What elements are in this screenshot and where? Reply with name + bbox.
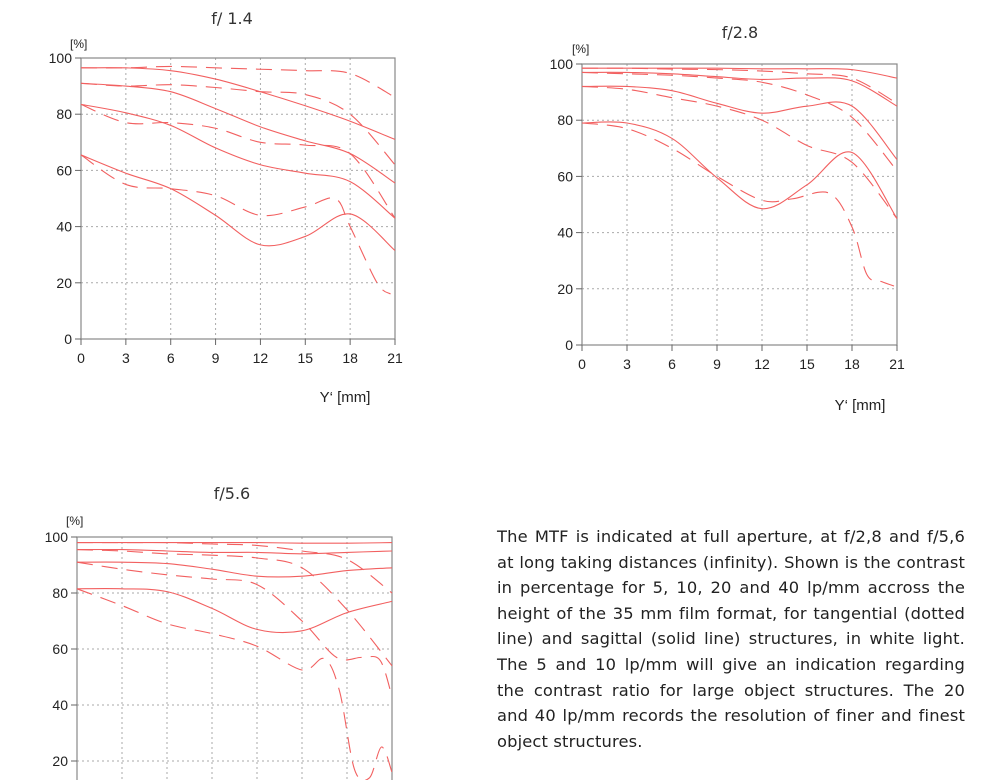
x-tick-label: 18 xyxy=(342,350,358,366)
x-tick-label: 6 xyxy=(668,356,676,372)
series-line-20-lp-mm-sagittal xyxy=(76,561,393,578)
series-line-20-lp-mm-tangential xyxy=(80,103,396,219)
x-tick-label: 0 xyxy=(77,350,85,366)
y-tick-label: 60 xyxy=(557,168,573,184)
plot-frame xyxy=(80,57,396,340)
y-tick-label: 80 xyxy=(557,112,573,128)
series-line-10-lp-mm-tangential xyxy=(80,82,396,166)
y-axis-label: [%] xyxy=(572,42,589,56)
y-tick-label: 40 xyxy=(56,219,72,235)
y-axis-label: [%] xyxy=(66,514,83,528)
y-tick-label: 60 xyxy=(52,641,68,657)
chart-1: 0 20 40 60 80 100 0 3 6 9 12 15 18 21 f/ 1.4 [%] Y‘ [mm] xyxy=(49,9,403,406)
x-tick-label: 21 xyxy=(387,350,403,366)
x-tick-label: 15 xyxy=(297,350,313,366)
series-line-10-lp-mm-sagittal xyxy=(581,71,898,107)
series-line-40-lp-mm-sagittal xyxy=(76,588,393,634)
chart-title: f/2.8 xyxy=(722,23,758,42)
x-tick-label: 3 xyxy=(623,356,631,372)
y-tick-label: 40 xyxy=(557,225,573,241)
series-line-10-lp-mm-tangential xyxy=(581,71,898,172)
series-line-20-lp-mm-sagittal xyxy=(581,85,898,160)
chart-title: f/5.6 xyxy=(214,484,250,503)
x-tick-label: 9 xyxy=(212,350,220,366)
y-tick-label: 40 xyxy=(52,697,68,713)
plot-frame xyxy=(581,63,898,346)
y-tick-label: 100 xyxy=(45,529,69,545)
y-tick-label: 60 xyxy=(56,162,72,178)
series-line-40-lp-mm-tangential xyxy=(581,122,895,287)
y-tick-label: 80 xyxy=(56,106,72,122)
series-line-10-lp-mm-tangential xyxy=(76,549,393,667)
series-line-40-lp-mm-tangential xyxy=(80,154,391,295)
y-tick-label: 100 xyxy=(49,50,73,66)
x-tick-label: 21 xyxy=(889,356,905,372)
x-tick-label: 12 xyxy=(754,356,770,372)
series-line-5-lp-mm-tangential xyxy=(581,67,898,104)
y-tick-label: 20 xyxy=(52,753,68,769)
series-line-40-lp-mm-tangential xyxy=(76,588,393,780)
x-axis-label: Y‘ [mm] xyxy=(320,389,371,406)
chart-3: 20 40 60 80 100 f/5.6 [%] xyxy=(45,484,393,780)
x-tick-label: 12 xyxy=(253,350,269,366)
series-line-20-lp-mm-tangential xyxy=(581,85,898,219)
series-line-40-lp-mm-sagittal xyxy=(80,154,396,251)
series-line-20-lp-mm-sagittal xyxy=(80,103,396,219)
x-axis-label: Y‘ [mm] xyxy=(835,397,886,414)
x-tick-label: 6 xyxy=(167,350,175,366)
plot-frame xyxy=(76,536,393,780)
chart-title: f/ 1.4 xyxy=(211,9,253,28)
series-line-20-lp-mm-tangential xyxy=(76,561,393,697)
series-line-5-lp-mm-sagittal xyxy=(80,67,396,140)
mtf-description: The MTF is indicated at full aperture, a… xyxy=(497,527,965,751)
series-line-10-lp-mm-sagittal xyxy=(80,82,396,184)
series-line-10-lp-mm-sagittal xyxy=(76,548,393,555)
y-tick-label: 0 xyxy=(565,337,573,353)
y-tick-label: 80 xyxy=(52,585,68,601)
x-tick-label: 15 xyxy=(799,356,815,372)
y-tick-label: 20 xyxy=(557,281,573,297)
y-axis-label: [%] xyxy=(70,37,87,51)
series-line-5-lp-mm-sagittal xyxy=(582,67,898,79)
series-line-5-lp-mm-tangential xyxy=(80,65,396,98)
chart-2: 0 20 40 60 80 100 0 3 6 9 12 15 18 21 f/2.8 [%] Y‘ [mm] xyxy=(550,23,905,414)
series-line-5-lp-mm-tangential xyxy=(76,541,393,594)
series-line-40-lp-mm-sagittal xyxy=(581,121,898,219)
x-tick-label: 18 xyxy=(844,356,860,372)
x-tick-label: 9 xyxy=(713,356,721,372)
y-tick-label: 20 xyxy=(56,275,72,291)
x-tick-label: 0 xyxy=(578,356,586,372)
series-line-5-lp-mm-sagittal xyxy=(76,542,393,544)
x-tick-label: 3 xyxy=(122,350,130,366)
y-tick-label: 0 xyxy=(64,331,72,347)
y-tick-label: 100 xyxy=(550,56,574,72)
